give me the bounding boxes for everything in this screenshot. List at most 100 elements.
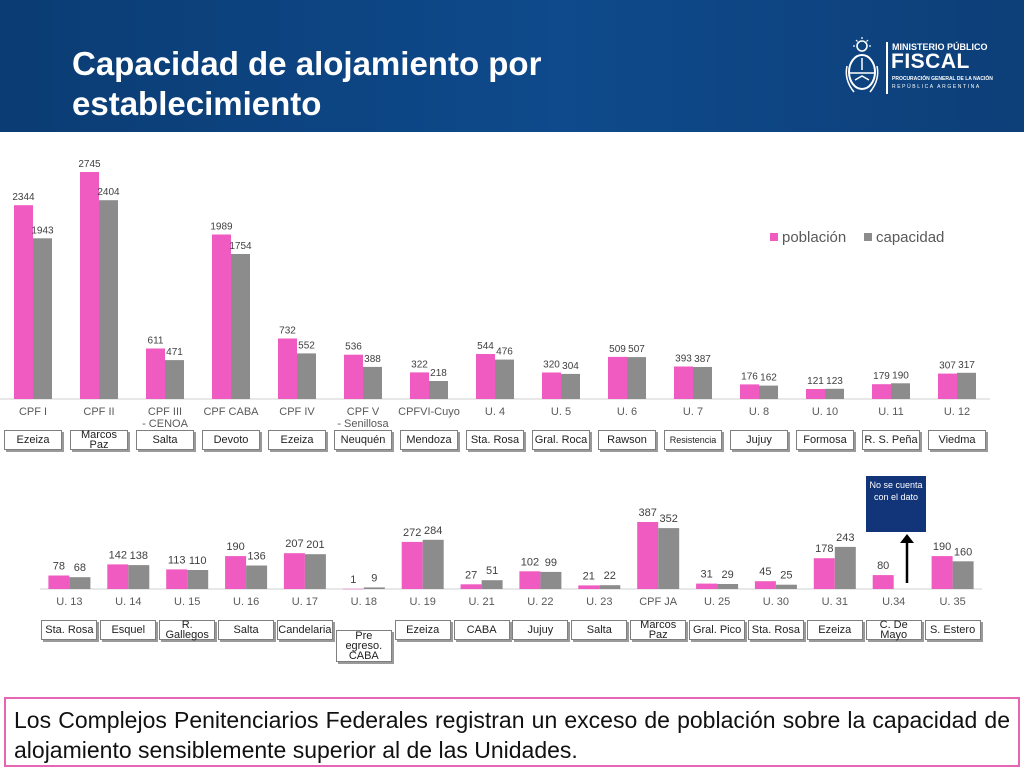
bar-capacidad bbox=[717, 584, 739, 589]
location-label: Jujuy bbox=[512, 620, 569, 640]
x-tick-label: CPF JA bbox=[639, 596, 678, 608]
data-label: 123 bbox=[826, 376, 843, 387]
bar-capacidad bbox=[363, 587, 385, 589]
location-label: Salta bbox=[136, 430, 194, 450]
data-label: 243 bbox=[836, 532, 854, 544]
logo-line-1: MINISTERIO PÚBLICO bbox=[892, 42, 988, 52]
location-label: Sta. Rosa bbox=[41, 620, 98, 640]
data-label: 317 bbox=[958, 360, 975, 371]
bar-poblacion bbox=[48, 575, 70, 589]
data-label: 190 bbox=[892, 370, 909, 381]
bar-poblacion bbox=[278, 338, 297, 399]
location-label: S. Estero bbox=[924, 620, 981, 640]
bar-capacidad bbox=[363, 366, 382, 399]
data-label: 304 bbox=[562, 361, 579, 372]
bar-capacidad bbox=[429, 381, 448, 399]
bar-poblacion bbox=[931, 556, 953, 589]
x-tick-label: U. 18 bbox=[351, 596, 377, 608]
data-label: 99 bbox=[545, 557, 557, 569]
bar-poblacion bbox=[401, 541, 423, 589]
svg-text:población: población bbox=[782, 229, 846, 246]
bar-poblacion bbox=[460, 584, 482, 589]
location-label: Devoto bbox=[202, 430, 260, 450]
data-label: 136 bbox=[247, 551, 265, 563]
logo-separator bbox=[886, 42, 888, 94]
data-label: 388 bbox=[364, 354, 381, 365]
x-tick-label: CPF III - CENOA bbox=[142, 406, 189, 430]
bar-capacidad bbox=[231, 254, 250, 399]
bar-poblacion bbox=[938, 373, 957, 399]
bar-poblacion bbox=[14, 205, 33, 399]
bar-poblacion bbox=[637, 522, 659, 589]
location-label: R. Gallegos bbox=[159, 620, 216, 641]
x-tick-label: U. 23 bbox=[586, 596, 612, 608]
data-label: 1 bbox=[350, 574, 356, 586]
data-label: 160 bbox=[954, 546, 972, 558]
x-tick-label: U. 21 bbox=[468, 596, 494, 608]
data-label: 138 bbox=[130, 550, 148, 562]
data-label: 1943 bbox=[31, 225, 54, 236]
location-label: Ezeiza bbox=[268, 430, 326, 450]
data-label: 51 bbox=[486, 565, 498, 577]
location-label: Formosa bbox=[796, 430, 854, 450]
x-tick-label: U. 22 bbox=[527, 596, 553, 608]
x-tick-label: U. 19 bbox=[410, 596, 436, 608]
x-tick-label: CPF V- Senillosa bbox=[337, 406, 389, 430]
bar-poblacion bbox=[212, 234, 231, 399]
bar-poblacion bbox=[872, 384, 891, 399]
data-label: 25 bbox=[780, 570, 792, 582]
x-tick-label: U. 12 bbox=[944, 406, 970, 418]
x-tick-label: CPF CABA bbox=[203, 406, 259, 418]
location-label: Rawson bbox=[598, 430, 656, 450]
bar-poblacion bbox=[166, 569, 188, 589]
header-banner: Capacidad de alojamiento por establecimi… bbox=[0, 0, 1024, 132]
legend-item-capacidad: capacidad bbox=[864, 229, 944, 246]
bar-poblacion bbox=[410, 372, 429, 399]
bar-capacidad bbox=[561, 373, 580, 399]
x-tick-label: U.34 bbox=[882, 596, 905, 608]
data-label: 110 bbox=[189, 555, 207, 567]
bar-capacidad bbox=[481, 580, 503, 589]
location-label: Marcos Paz bbox=[630, 620, 687, 641]
location-label: Ezeiza bbox=[4, 430, 62, 450]
data-label: 320 bbox=[543, 360, 560, 371]
data-label: 113 bbox=[168, 554, 186, 566]
location-label: R. S. Peña bbox=[862, 430, 920, 450]
x-tick-label: CPFVI-Cuyo bbox=[398, 406, 460, 418]
x-tick-label: U. 25 bbox=[704, 596, 730, 608]
data-label: 552 bbox=[298, 340, 315, 351]
bar-capacidad bbox=[33, 238, 52, 399]
bar-poblacion bbox=[80, 172, 99, 399]
data-label: 178 bbox=[815, 543, 833, 555]
data-label: 27 bbox=[465, 569, 477, 581]
bar-poblacion bbox=[146, 348, 165, 399]
data-label: 544 bbox=[477, 341, 494, 352]
location-label: Viedma bbox=[928, 430, 986, 450]
national-seal-icon bbox=[845, 37, 879, 93]
bar-poblacion bbox=[872, 575, 894, 589]
bar-capacidad bbox=[834, 546, 856, 589]
svg-text:capacidad: capacidad bbox=[876, 229, 944, 246]
bar-capacidad bbox=[99, 200, 118, 399]
x-tick-label: U. 8 bbox=[749, 406, 769, 418]
bar-poblacion bbox=[696, 583, 718, 589]
bar-capacidad bbox=[128, 565, 150, 589]
x-tick-label: CPF I bbox=[19, 406, 47, 418]
bar-poblacion bbox=[754, 581, 776, 589]
location-label: Sta. Rosa bbox=[466, 430, 524, 450]
bar-capacidad bbox=[246, 565, 268, 589]
bar-poblacion bbox=[542, 372, 561, 399]
x-tick-label: U. 4 bbox=[485, 406, 505, 418]
location-label: CABA bbox=[453, 620, 510, 640]
data-label: 2745 bbox=[78, 159, 101, 170]
bar-capacidad bbox=[165, 360, 184, 399]
bar-poblacion bbox=[342, 588, 364, 590]
data-label: 80 bbox=[877, 560, 889, 572]
missing-data-note: No se cuenta con el dato bbox=[866, 476, 926, 532]
data-label: 218 bbox=[430, 368, 447, 379]
data-label: 22 bbox=[604, 570, 616, 582]
data-label: 9 bbox=[371, 572, 377, 584]
x-tick-label: U. 17 bbox=[292, 596, 318, 608]
